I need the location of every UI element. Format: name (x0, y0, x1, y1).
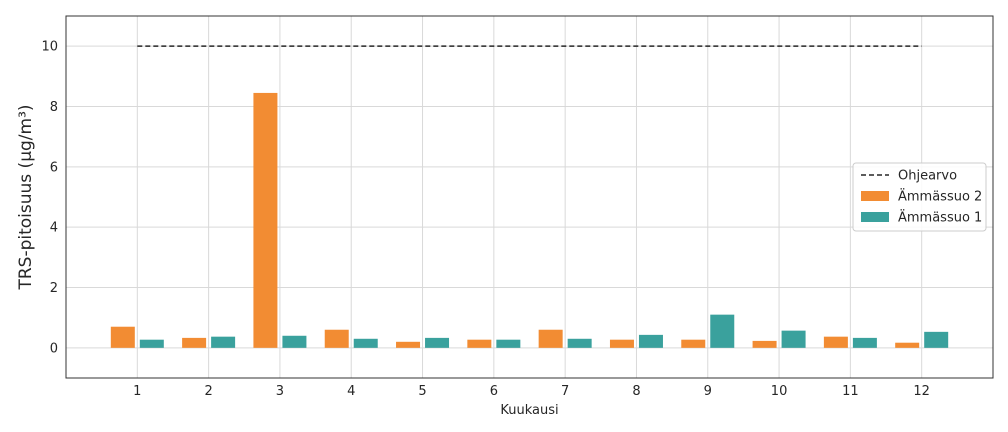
x-tick-label: 3 (276, 384, 284, 399)
bars (110, 92, 949, 348)
x-tick-label: 4 (347, 384, 355, 399)
bar-ammassuo-2-1 (110, 326, 135, 348)
x-tick-label: 12 (913, 384, 930, 399)
bar-ammassuo-2-2 (182, 337, 207, 348)
bar-ammassuo-1-6 (496, 339, 521, 348)
y-tick-label: 8 (50, 100, 58, 115)
bar-ammassuo-1-11 (852, 337, 877, 348)
bar-ammassuo-2-12 (895, 342, 920, 348)
bar-ammassuo-2-9 (681, 339, 706, 348)
x-tick-label: 10 (771, 384, 788, 399)
x-tick-label: 2 (204, 384, 212, 399)
y-tick-label: 4 (50, 221, 58, 236)
x-tick-label: 5 (418, 384, 426, 399)
plot-frame (65, 15, 994, 379)
bar-ammassuo-2-8 (609, 339, 634, 348)
legend: Ohjearvo Ämmässuo 2 Ämmässuo 1 (852, 162, 987, 232)
bar-ammassuo-2-10 (752, 340, 777, 348)
bar-ammassuo-1-10 (781, 330, 806, 348)
bar-ammassuo-2-4 (324, 329, 349, 348)
legend-item-ammassuo-1-swatch (861, 212, 889, 222)
y-axis-label: TRS-pitoisuus (µg/m³) (16, 104, 36, 290)
bar-ammassuo-2-11 (823, 336, 848, 348)
bar-ammassuo-2-6 (467, 339, 492, 348)
bar-ammassuo-1-4 (353, 338, 378, 348)
y-tick-label: 0 (50, 341, 58, 356)
x-tick-labels: 1 2 3 4 5 6 7 8 9 10 11 12 (133, 384, 930, 399)
x-tick-label: 8 (632, 384, 640, 399)
bar-ammassuo-1-3 (282, 335, 307, 348)
legend-item-ammassuo-1-label: Ämmässuo 1 (898, 210, 982, 226)
y-tick-label: 2 (50, 281, 58, 296)
y-tick-label: 10 (41, 40, 58, 55)
x-tick-label: 9 (704, 384, 712, 399)
bar-ammassuo-2-3 (253, 92, 278, 348)
bar-ammassuo-1-8 (638, 334, 663, 348)
x-axis-label: Kuukausi (500, 403, 558, 418)
bar-ammassuo-2-7 (538, 329, 563, 348)
legend-item-ammassuo-2-label: Ämmässuo 2 (898, 189, 982, 205)
x-tick-label: 11 (842, 384, 859, 399)
bar-ammassuo-1-2 (211, 336, 236, 348)
bar-ammassuo-1-1 (139, 339, 164, 348)
x-tick-label: 1 (133, 384, 141, 399)
x-tick-label: 6 (490, 384, 498, 399)
bar-ammassuo-1-12 (924, 331, 949, 348)
x-tick-label: 7 (561, 384, 569, 399)
bar-ammassuo-1-7 (567, 338, 592, 348)
y-tick-label: 6 (50, 160, 58, 175)
bar-ammassuo-2-5 (396, 341, 421, 348)
bar-ammassuo-1-9 (710, 314, 735, 348)
bar-ammassuo-1-5 (425, 337, 450, 348)
legend-item-ohjearvo-label: Ohjearvo (898, 169, 957, 184)
y-tick-labels: 0 2 4 6 8 10 (41, 40, 58, 357)
legend-item-ammassuo-2-swatch (861, 191, 889, 201)
